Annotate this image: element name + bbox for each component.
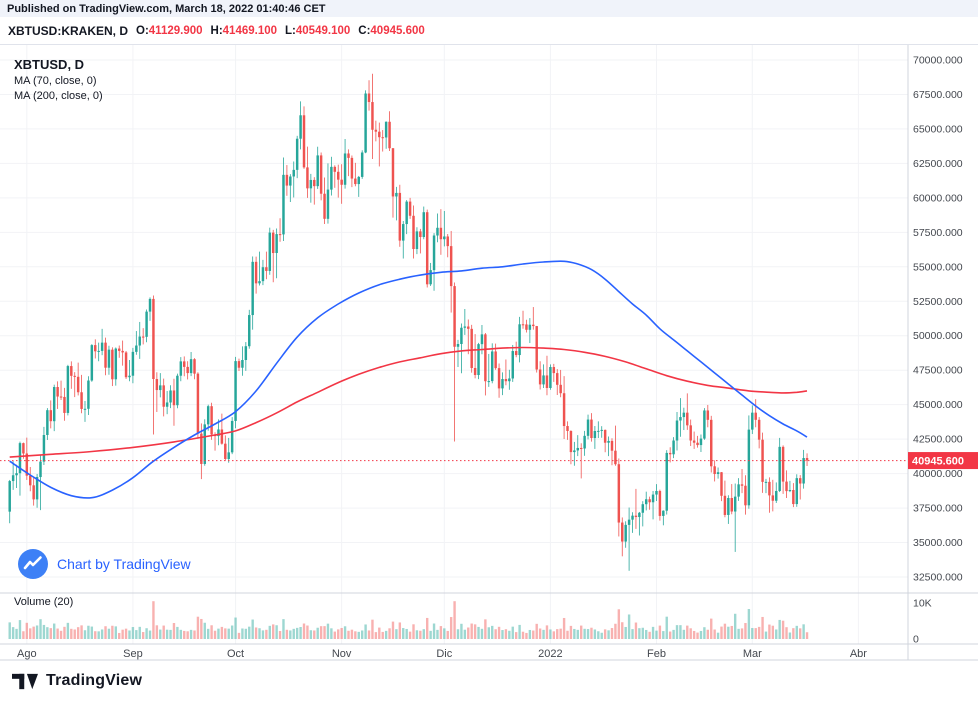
tradingview-logo-icon (18, 549, 48, 579)
volume-legend: Volume (20) (14, 596, 74, 608)
svg-text:Feb: Feb (647, 648, 666, 660)
svg-text:0: 0 (913, 634, 919, 646)
watermark-text: Chart by TradingView (57, 556, 191, 572)
svg-text:Ago: Ago (17, 648, 37, 660)
svg-text:Dic: Dic (436, 648, 452, 660)
svg-text:Sep: Sep (123, 648, 143, 660)
svg-text:Oct: Oct (227, 648, 244, 660)
footer: TradingView (0, 660, 978, 702)
tradingview-watermark[interactable]: Chart by TradingView (18, 549, 191, 579)
svg-text:42500.000: 42500.000 (913, 434, 963, 446)
svg-text:Nov: Nov (332, 648, 352, 660)
svg-text:2022: 2022 (538, 648, 562, 660)
svg-text:55000.000: 55000.000 (913, 261, 963, 273)
symbol-title: XBTUSD:KRAKEN, D (8, 23, 128, 38)
published-text: Published on TradingView.com, March 18, … (7, 2, 326, 15)
svg-text:35000.000: 35000.000 (913, 537, 963, 549)
ohlc-low: L:40549.100 (285, 24, 351, 37)
svg-text:62500.000: 62500.000 (913, 158, 963, 170)
svg-text:10K: 10K (913, 598, 932, 610)
symbol-bar: XBTUSD:KRAKEN, D O:41129.900 H:41469.100… (0, 17, 978, 44)
svg-text:52500.000: 52500.000 (913, 296, 963, 308)
svg-text:57500.000: 57500.000 (913, 227, 963, 239)
svg-text:37500.000: 37500.000 (913, 503, 963, 515)
svg-text:65000.000: 65000.000 (913, 123, 963, 135)
svg-text:67500.000: 67500.000 (913, 89, 963, 101)
svg-text:Abr: Abr (850, 648, 867, 660)
published-bar: Published on TradingView.com, March 18, … (0, 0, 978, 17)
ohlc-open: O:41129.900 (136, 24, 203, 37)
chart-widget: 70000.000 67500.000 65000.000 62500.000 6000… (0, 44, 978, 661)
brand-text: TradingView (46, 672, 143, 689)
tradingview-logo-icon (12, 673, 38, 689)
svg-text:Mar: Mar (743, 648, 762, 660)
svg-text:60000.000: 60000.000 (913, 192, 963, 204)
svg-text:50000.000: 50000.000 (913, 330, 963, 342)
svg-text:32500.000: 32500.000 (913, 572, 963, 584)
svg-text:40945.600: 40945.600 (912, 455, 964, 467)
svg-text:47500.000: 47500.000 (913, 365, 963, 377)
svg-text:45000.000: 45000.000 (913, 399, 963, 411)
svg-text:70000.000: 70000.000 (913, 55, 963, 67)
ohlc-high: H:41469.100 (210, 24, 278, 37)
price-chart-canvas: 70000.000 67500.000 65000.000 62500.000 6000… (0, 45, 978, 661)
ohlc-close: C:40945.600 (358, 24, 425, 37)
tradingview-brand-link[interactable]: TradingView (12, 672, 142, 691)
svg-text:40000.000: 40000.000 (913, 468, 963, 480)
